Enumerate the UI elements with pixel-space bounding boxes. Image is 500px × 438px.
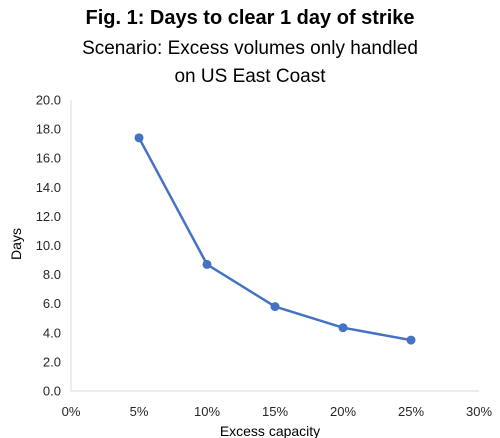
y-tick-labels: 0.0 2.0 4.0 6.0 8.0 10.0 12.0 14.0 16.0 18.0 20.0 [36, 93, 61, 399]
y-tick-label: 4.0 [43, 325, 61, 340]
y-tick-label: 6.0 [43, 296, 61, 311]
y-tick-label: 10.0 [36, 238, 61, 253]
y-tick-label: 16.0 [36, 151, 61, 166]
y-tick-label: 8.0 [43, 267, 61, 282]
x-tick-label: 0% [62, 404, 81, 419]
x-tick-label: 20% [330, 404, 356, 419]
y-tick-label: 14.0 [36, 180, 61, 195]
data-point-marker [202, 259, 212, 269]
y-tick-label: 12.0 [36, 209, 61, 224]
x-tick-label: 5% [130, 404, 149, 419]
chart-subtitle-line-1: Scenario: Excess volumes only handled [82, 38, 418, 59]
y-tick-label: 18.0 [36, 122, 61, 137]
x-tick-label: 15% [262, 404, 288, 419]
x-tick-label: 25% [398, 404, 424, 419]
y-tick-label: 20.0 [36, 93, 61, 108]
x-tick-label: 10% [194, 404, 220, 419]
data-series [134, 133, 416, 345]
data-point-marker [338, 323, 348, 333]
chart-subtitle-line-2: on US East Coast [174, 66, 326, 87]
x-axis-label: Excess capacity [220, 423, 320, 438]
chart-title: Fig. 1: Days to clear 1 day of strike [85, 7, 415, 29]
data-point-marker [270, 302, 280, 312]
data-point-marker [406, 335, 416, 345]
y-tick-label: 0.0 [43, 384, 61, 399]
data-point-marker [134, 133, 144, 143]
x-tick-label: 30% [466, 404, 492, 419]
x-tick-labels: 0% 5% 10% 15% 20% 25% 30% [62, 404, 493, 419]
y-tick-label: 2.0 [43, 354, 61, 369]
y-axis-label: Days [8, 228, 24, 260]
